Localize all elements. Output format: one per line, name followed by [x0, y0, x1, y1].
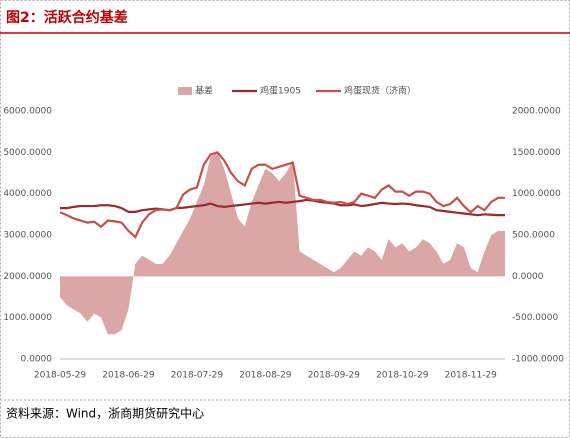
y-tick-label: 2000.0000: [3, 272, 52, 282]
y2-tick-label: 1500.0000: [512, 148, 561, 158]
source: 资料来源：Wind，浙商期货研究中心: [6, 406, 204, 421]
y-tick-label: 3000.0000: [3, 231, 52, 241]
x-tick-label: 2018-06-29: [102, 371, 155, 381]
y-tick-label: 5000.0000: [3, 148, 52, 158]
x-tick-label: 2018-05-29: [34, 371, 87, 381]
legend-label: 基差: [195, 85, 213, 97]
legend-label: 鸡蛋1905: [260, 85, 301, 97]
y-tick-label: 6000.0000: [3, 107, 52, 117]
y-tick-label: 4000.0000: [3, 189, 52, 199]
y2-tick-label: 0.0000: [512, 272, 544, 282]
line: [59, 151, 505, 239]
line: [60, 198, 505, 217]
x-tick-label: 2018-07-29: [171, 371, 224, 381]
y-tick-label: 0.0000: [21, 355, 53, 365]
y2-tick-label: 2000.0000: [512, 107, 561, 117]
legend-swatch: [178, 87, 192, 95]
area: [60, 152, 505, 335]
legend-label: 鸡蛋现货（济南）: [344, 85, 416, 97]
y2-tick-label: 500.0000: [512, 231, 555, 241]
y2-tick-label: -1000.0000: [512, 355, 564, 365]
y2-tick-label: 1000.0000: [512, 189, 561, 199]
x-tick-label: 2018-11-29: [445, 371, 498, 381]
x-tick-label: 2018-10-29: [376, 371, 429, 381]
x-tick-label: 2018-09-29: [308, 371, 361, 381]
chart-title: 图2：活跃合约基差: [6, 9, 128, 26]
y-tick-label: 1000.0000: [3, 313, 52, 323]
x-tick-label: 2018-08-29: [239, 371, 292, 381]
y2-tick-label: -500.0000: [512, 313, 558, 323]
